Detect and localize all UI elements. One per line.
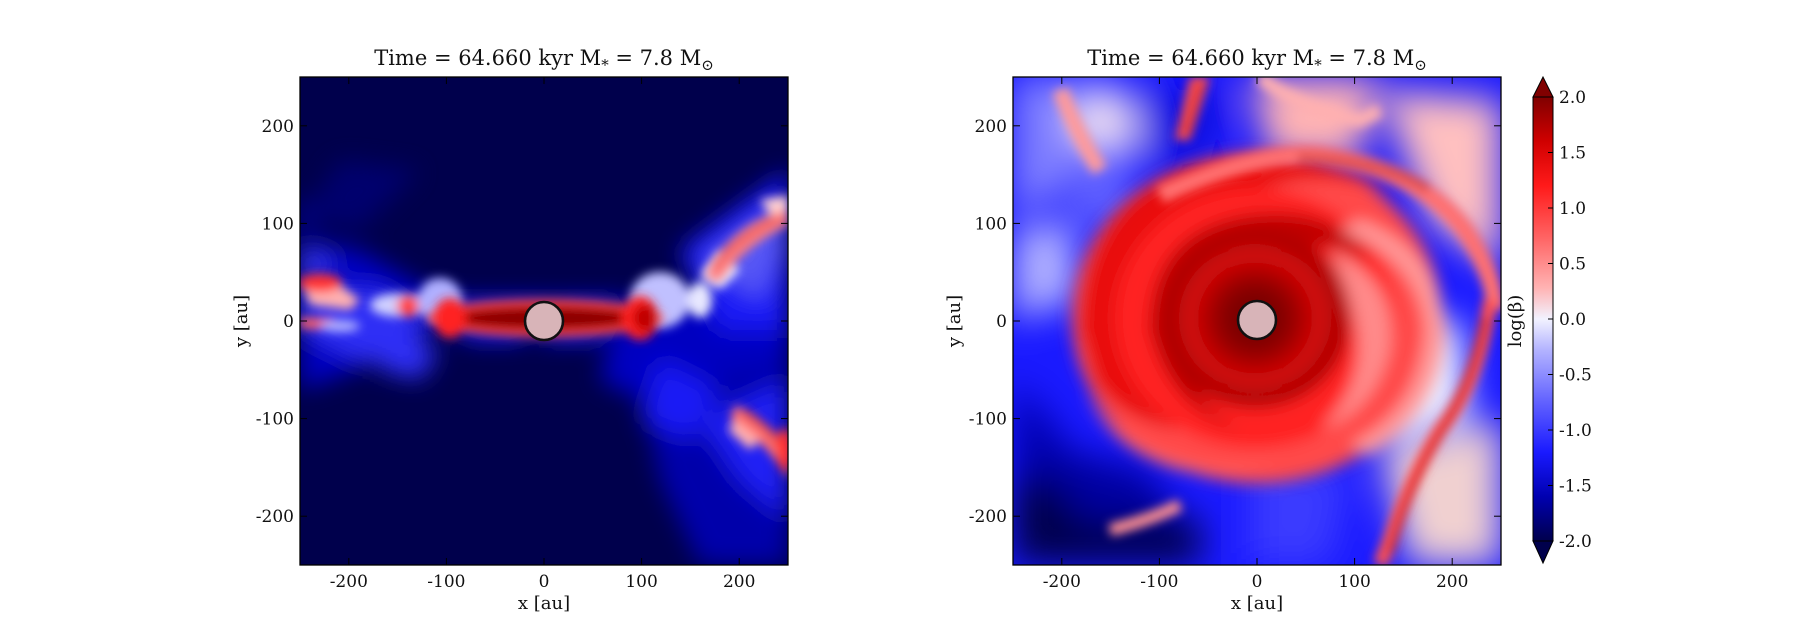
left-panel: -200 -100 0 100 200 200 100 0 -100 -200 x [au] y … [231,46,789,614]
left-x-tick-label: 0 [539,572,550,592]
right-title-lead: Time = 64.660 kyr M [1087,46,1314,70]
left-x-tick-label: 100 [625,572,657,592]
right-y-tick-label: 200 [975,117,1007,137]
right-title-mass-sub: * [1314,56,1322,74]
left-ticks: -200 -100 0 100 200 200 100 0 -100 -200 [256,77,788,592]
left-y-tick-label: 200 [262,117,294,137]
left-y-axis-label: y [au] [231,295,252,348]
right-y-tick-label: 0 [996,312,1007,332]
left-title-sun-sub: ⊙ [701,56,714,74]
colorbar-tick-label: -0.5 [1559,366,1592,386]
left-x-tick-label: -100 [427,572,465,592]
left-y-tick-label: 0 [283,312,294,332]
left-panel-title: Time = 64.660 kyr M* = 7.8 M⊙ [374,46,714,74]
right-x-axis-label: x [au] [1231,593,1283,614]
colorbar-tick-label: 2.0 [1559,88,1586,108]
right-x-tick-label: -200 [1043,572,1081,592]
left-x-tick-label: 200 [723,572,755,592]
left-y-tick-label: 100 [262,214,294,234]
left-title-mass-value: = 7.8 M [609,46,702,70]
colorbar: 2.0 1.5 1.0 0.5 0.0 -0.5 -1.0 -1.5 -2.0 log(β) [1505,75,1592,565]
right-y-tick-label: 100 [975,214,1007,234]
left-y-tick-label: -100 [256,410,294,430]
right-y-tick-label: -200 [969,507,1007,527]
colorbar-label: log(β) [1505,295,1526,348]
left-central-sink [523,300,565,342]
right-title-sun-sub: ⊙ [1414,56,1427,74]
right-x-tick-label: 200 [1436,572,1468,592]
colorbar-extend-max [1532,75,1554,98]
right-panel: -200 -100 0 100 200 200 100 0 -100 -200 x [au] y … [944,46,1502,614]
colorbar-tick-label: 1.0 [1559,199,1586,219]
right-ticks: -200 -100 0 100 200 200 100 0 -100 -200 [969,77,1501,592]
right-central-sink [1236,299,1278,341]
colorbar-tick-label: -1.0 [1559,421,1592,441]
colorbar-ticks: 2.0 1.5 1.0 0.5 0.0 -0.5 -1.0 -1.5 -2.0 [1548,88,1592,552]
right-x-tick-label: -100 [1140,572,1178,592]
left-x-tick-label: -200 [330,572,368,592]
right-y-tick-label: -100 [969,410,1007,430]
left-y-tick-label: -200 [256,507,294,527]
colorbar-extend-min [1532,540,1554,565]
left-title-lead: Time = 64.660 kyr M [374,46,601,70]
right-title-mass-value: = 7.8 M [1322,46,1415,70]
colorbar-tick-label: -2.0 [1559,532,1592,552]
colorbar-tick-label: 0.5 [1559,255,1586,275]
colorbar-tick-label: 0.0 [1559,310,1586,330]
left-x-axis-label: x [au] [518,593,570,614]
right-y-axis-label: y [au] [944,295,965,348]
right-x-tick-label: 0 [1252,572,1263,592]
right-x-tick-label: 100 [1338,572,1370,592]
right-panel-title: Time = 64.660 kyr M* = 7.8 M⊙ [1087,46,1427,74]
left-title-mass-sub: * [601,56,609,74]
colorbar-tick-label: 1.5 [1559,144,1586,164]
colorbar-tick-label: -1.5 [1559,477,1592,497]
